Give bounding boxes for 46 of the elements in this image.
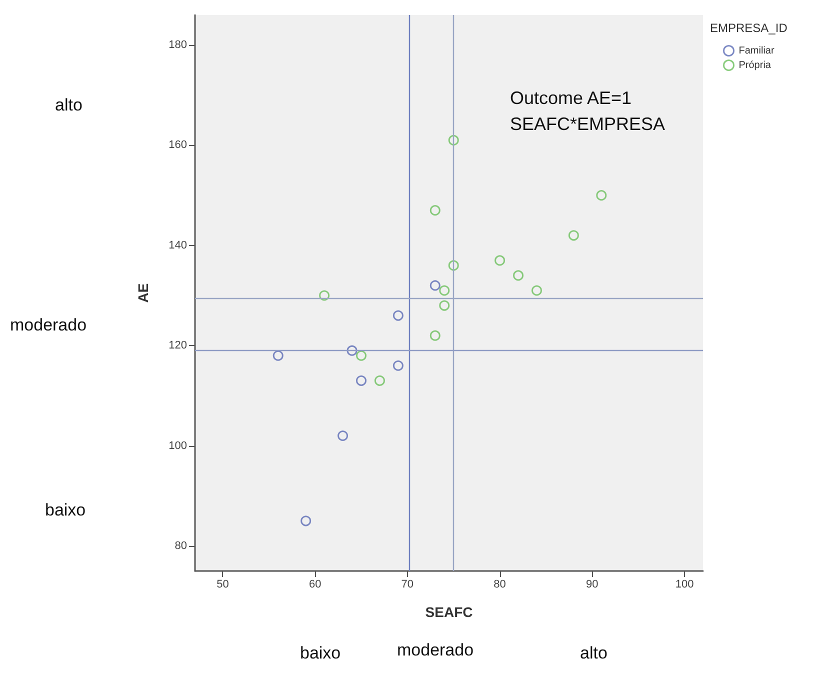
text: baixo xyxy=(45,500,86,520)
x-tick-label: 80 xyxy=(494,578,506,590)
point xyxy=(439,285,450,296)
point xyxy=(356,375,367,386)
x-tick-label: 50 xyxy=(216,578,229,590)
point xyxy=(346,345,358,356)
y-tick-label: 160 xyxy=(168,139,187,152)
x-tick-label: 70 xyxy=(401,578,414,590)
point xyxy=(448,134,459,146)
point xyxy=(430,330,440,341)
legend-label: Própria xyxy=(738,60,772,71)
point xyxy=(374,375,385,386)
text: moderado xyxy=(397,640,474,660)
text: alto xyxy=(55,96,82,114)
annotation: Outcome AE=1 SEAFC*EMPRESA xyxy=(510,88,666,134)
y-tick-label: 180 xyxy=(168,39,187,52)
legend-title: EMPRESA_ID xyxy=(710,21,788,35)
point xyxy=(319,290,330,301)
point xyxy=(300,516,312,526)
point xyxy=(392,310,404,321)
point xyxy=(272,350,284,361)
point xyxy=(448,260,459,271)
point xyxy=(568,230,579,241)
y-axis-title: AE xyxy=(135,283,151,303)
y-tick-label: 140 xyxy=(168,239,187,252)
point xyxy=(439,300,450,311)
point xyxy=(430,280,440,291)
point xyxy=(513,270,524,281)
point xyxy=(596,190,607,201)
point xyxy=(338,430,348,442)
y-tick-label: 100 xyxy=(168,440,187,452)
y-tick-label: 120 xyxy=(168,340,187,352)
point xyxy=(392,360,404,371)
point xyxy=(356,350,367,361)
x-tick-label: 100 xyxy=(675,578,694,590)
legend-label: Familiar xyxy=(738,45,775,56)
point xyxy=(430,205,440,216)
text: alto xyxy=(580,644,608,662)
x-tick-label: 60 xyxy=(308,578,322,590)
y-tick-label: 80 xyxy=(174,540,187,552)
text: baixo xyxy=(300,644,341,662)
point xyxy=(494,255,506,266)
x-tick-label: 90 xyxy=(586,578,598,590)
point xyxy=(532,285,542,296)
x-axis-title: SEAFC xyxy=(425,604,473,620)
text: moderado xyxy=(10,316,87,334)
